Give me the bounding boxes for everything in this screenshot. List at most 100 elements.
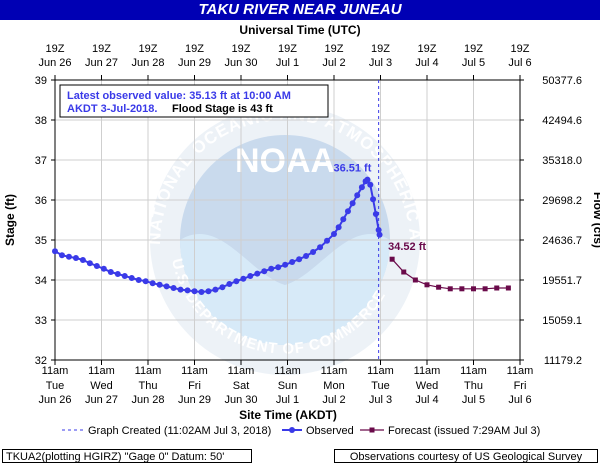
page-title: TAKU RIVER NEAR JUNEAU [0, 0, 600, 20]
legend-observed-label: Observed [306, 425, 354, 437]
bottom-tick-time-label: 11am [88, 365, 115, 377]
top-tick-date-label: Jul 2 [322, 57, 345, 69]
top-tick-time-label: 19Z [278, 43, 297, 55]
observed-point [296, 256, 303, 263]
bottom-tick-date-label: Jun 26 [38, 394, 71, 406]
observed-point [317, 244, 324, 251]
bottom-tick-date-label: Jul 4 [415, 394, 438, 406]
bottom-tick-date-label: Jun 29 [178, 394, 211, 406]
y-left-tick-label: 32 [35, 355, 47, 367]
observed-point [58, 252, 65, 259]
y-right-tick-label: 19551.7 [542, 275, 582, 287]
observed-point [367, 181, 374, 188]
top-tick-date-label: Jun 28 [131, 57, 164, 69]
observed-point [289, 259, 296, 265]
observed-point [135, 277, 142, 283]
flood-stage-note: Flood Stage is 43 ft [172, 103, 273, 115]
top-tick-time-label: 19Z [325, 43, 344, 55]
top-tick-time-label: 19Z [371, 43, 390, 55]
y-left-tick-label: 37 [35, 155, 47, 167]
top-tick-date-label: Jul 4 [415, 57, 438, 69]
gage-datum-note: TKUA2(plotting HGIRZ) "Gage 0" Datum: 50… [2, 449, 252, 463]
observed-point [184, 287, 191, 294]
bottom-tick-day-label: Sat [233, 380, 250, 392]
observed-point [65, 253, 72, 260]
observed-point [205, 288, 212, 295]
bottom-tick-day-label: Thu [139, 380, 158, 392]
top-tick-date-label: Jun 27 [85, 57, 118, 69]
observed-point [128, 275, 135, 281]
observed-point [261, 268, 268, 275]
bottom-tick-day-label: Wed [416, 380, 438, 392]
forecast-point [494, 285, 500, 291]
observed-point [198, 289, 205, 295]
observed-point [254, 270, 261, 277]
right-axis-title: Flow (cfs) [591, 192, 600, 248]
y-right-tick-label: 50377.6 [542, 75, 582, 87]
top-tick-date-label: Jul 5 [462, 57, 485, 69]
forecast-point [436, 284, 442, 290]
observations-credit: Observations courtesy of US Geological S… [334, 449, 598, 463]
bottom-tick-time-label: 11am [460, 365, 487, 377]
forecast-point [482, 286, 488, 292]
observed-point [354, 192, 361, 199]
bottom-tick-date-label: Jul 5 [462, 394, 485, 406]
y-left-tick-label: 38 [35, 115, 47, 127]
y-right-tick-label: 15059.1 [542, 315, 582, 327]
observed-point [149, 280, 156, 287]
observed-point [121, 273, 128, 279]
observed-point [156, 281, 163, 288]
top-tick-time-label: 19Z [139, 43, 158, 55]
top-tick-date-label: Jun 26 [38, 57, 71, 69]
latest-value-line1: Latest observed value: 35.13 ft at 10:00… [67, 90, 291, 102]
bottom-tick-day-label: Tue [371, 380, 390, 392]
y-right-tick-label: 11179.2 [544, 355, 582, 367]
observed-point [52, 248, 58, 255]
observed-point [376, 231, 383, 238]
bottom-tick-time-label: 11am [135, 365, 162, 377]
observed-point [331, 231, 337, 237]
bottom-tick-day-label: Sun [278, 380, 298, 392]
observed-point [142, 278, 149, 285]
bottom-tick-day-label: Thu [464, 380, 483, 392]
y-left-tick-label: 34 [35, 275, 47, 287]
bottom-tick-date-label: Jul 6 [508, 394, 531, 406]
top-tick-time-label: 19Z [418, 43, 437, 55]
observed-point [93, 263, 100, 269]
forecast-point [505, 285, 511, 291]
observed-point [226, 281, 233, 287]
observed-point [372, 211, 379, 217]
watermark-center-text: NOAA [235, 142, 335, 180]
y-right-tick-label: 29698.2 [542, 195, 582, 207]
observed-point [310, 249, 317, 255]
bottom-tick-day-label: Fri [514, 380, 527, 392]
observed-point [163, 283, 170, 290]
observed-point [282, 261, 289, 268]
plot-area: 32 11179.2 33 15059.1 34 19551.7 35 24636.7 36 29… [3, 23, 600, 437]
forecast-point [412, 277, 418, 283]
observed-point [335, 224, 342, 231]
top-tick-time-label: 19Z [92, 43, 111, 55]
observed-point [212, 286, 219, 293]
observed-point [247, 273, 254, 279]
observed-point [303, 253, 310, 259]
bottom-tick-day-label: Wed [90, 380, 112, 392]
top-tick-date-label: Jun 29 [178, 57, 211, 69]
top-axis-title: Universal Time (UTC) [239, 23, 360, 37]
bottom-tick-date-label: Jun 27 [85, 394, 118, 406]
top-tick-time-label: 19Z [464, 43, 483, 55]
observed-point [275, 264, 282, 271]
bottom-tick-time-label: 11am [181, 365, 208, 377]
bottom-tick-date-label: Jun 28 [131, 394, 164, 406]
observed-point [364, 176, 371, 183]
forecast-point [471, 286, 476, 292]
bottom-axis-title: Site Time (AKDT) [239, 408, 337, 422]
top-tick-time-label: 19Z [511, 43, 530, 55]
observed-point [349, 200, 356, 207]
bottom-tick-time-label: 11am [367, 365, 394, 377]
observed-point [170, 285, 177, 291]
legend-observed-swatch-point [289, 427, 295, 433]
observed-point [344, 208, 351, 215]
bottom-tick-time-label: 11am [42, 365, 69, 377]
